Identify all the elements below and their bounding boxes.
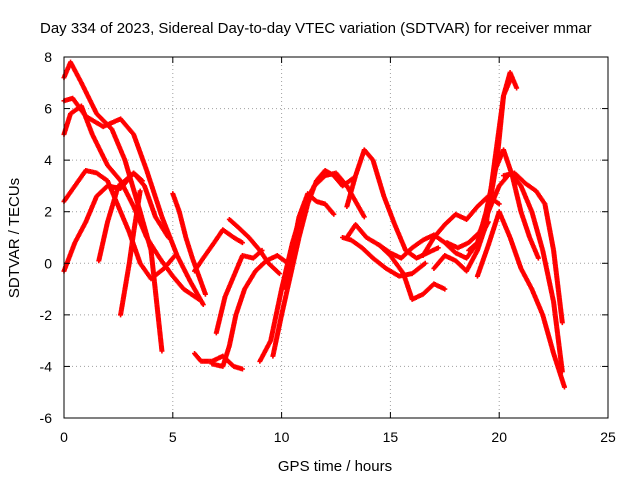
chart-title: Day 334 of 2023, Sidereal Day-to-day VTE… <box>40 20 592 37</box>
series-pass-27 <box>501 170 565 326</box>
data-point <box>535 255 541 261</box>
x-tick-label: 25 <box>600 429 616 445</box>
axis-ticks <box>63 56 609 419</box>
data-point <box>200 302 206 308</box>
data-point <box>196 296 202 302</box>
data-point <box>172 253 178 259</box>
data-point <box>496 201 502 207</box>
y-tick-label: 8 <box>44 49 52 65</box>
data-point <box>514 85 520 91</box>
data-point <box>202 291 208 297</box>
series-pass-04 <box>61 167 178 282</box>
y-tick-label: -2 <box>40 307 53 323</box>
data-points <box>61 59 567 390</box>
data-point <box>559 369 565 375</box>
series-pass-03 <box>61 103 202 302</box>
x-tick-label: 5 <box>169 429 177 445</box>
data-point <box>159 348 165 354</box>
x-tick-label: 15 <box>383 429 399 445</box>
series-pass-12 <box>226 216 282 277</box>
y-tick-label: -6 <box>40 410 53 426</box>
series-pass-26 <box>485 170 565 375</box>
data-point <box>561 384 567 390</box>
series-pass-07 <box>118 188 143 318</box>
data-point <box>165 235 171 240</box>
y-tick-label: 2 <box>44 204 52 220</box>
y-tick-label: 0 <box>44 255 52 271</box>
series-pass-25 <box>474 209 567 390</box>
data-point <box>361 214 367 220</box>
y-axis-label: SDTVAR / TECUs <box>6 178 23 298</box>
data-point <box>276 271 282 277</box>
data-point <box>331 211 337 217</box>
data-point <box>239 240 245 246</box>
y-tick-labels: -6 -4 -2 0 2 4 6 8 <box>40 49 53 426</box>
y-tick-label: 4 <box>44 152 52 168</box>
data-point <box>139 178 145 184</box>
series-pass-13 <box>192 227 245 274</box>
series-pass-06 <box>96 170 145 264</box>
series-pass-15 <box>270 167 356 359</box>
x-tick-label: 10 <box>274 429 290 445</box>
x-axis-label: GPS time / hours <box>278 458 392 475</box>
x-tick-label: 0 <box>60 429 68 445</box>
y-tick-label: -4 <box>40 358 53 374</box>
x-tick-labels: 0 5 10 15 20 25 <box>60 429 616 445</box>
x-tick-label: 20 <box>491 429 507 445</box>
series-pass-19 <box>340 235 428 279</box>
data-point <box>239 366 245 372</box>
data-point <box>442 286 448 292</box>
series-pass-17 <box>344 147 441 261</box>
data-point <box>422 260 428 266</box>
plot-frame <box>63 56 609 419</box>
series-pass-16 <box>283 191 337 292</box>
y-tick-label: 6 <box>44 101 52 117</box>
data-point <box>559 320 565 326</box>
data-point <box>137 188 143 194</box>
data-point <box>435 245 441 251</box>
